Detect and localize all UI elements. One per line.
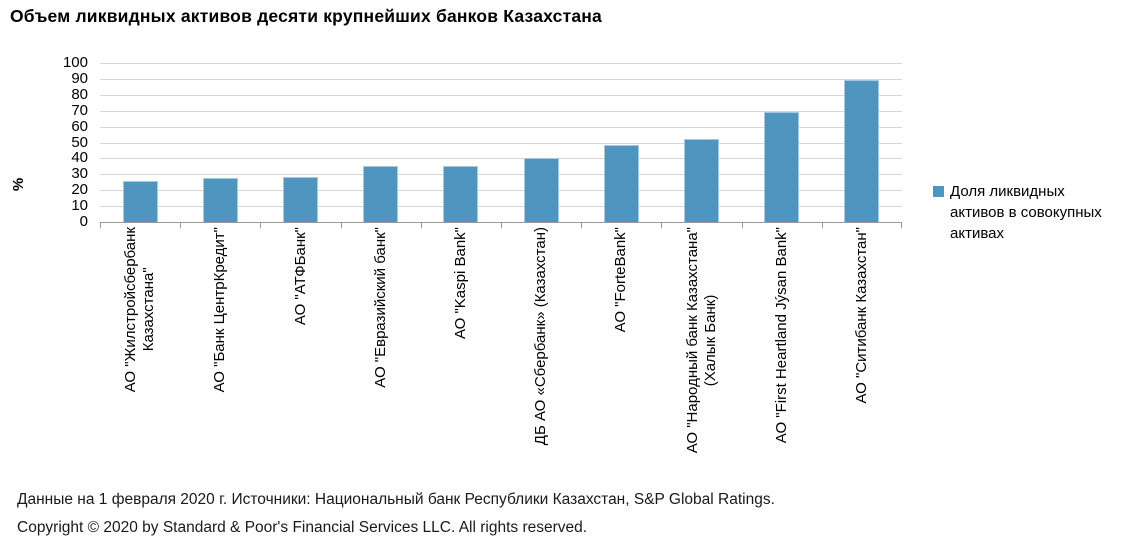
bar-6 (524, 158, 559, 222)
y-tick-label: 20 (71, 181, 88, 198)
x-category-cell-6: ДБ АО «Сбербанк» (Казахстан) (501, 227, 581, 480)
bar-10 (844, 80, 879, 222)
bar-9 (764, 112, 799, 222)
y-tick-label: 90 (71, 70, 88, 87)
x-category-cell-3: АО "АТФБанк" (260, 227, 340, 480)
x-category-label: АО "АТФБанк" (291, 227, 309, 326)
x-category-label: АО "ForteBank" (612, 227, 630, 333)
x-category-cell-1: АО "Жилстройсбербанк Казахстана" (100, 227, 180, 480)
y-axis-title: % (10, 177, 28, 192)
x-tick-mark (822, 223, 823, 228)
y-tick-label: 80 (71, 86, 88, 103)
x-category-label: АО "Евразийский банк" (371, 227, 389, 388)
bar-4 (363, 166, 398, 222)
y-tick-label: 0 (79, 213, 88, 230)
y-tick-label: 10 (71, 197, 88, 214)
bar-5 (443, 166, 478, 222)
gridline (100, 143, 902, 144)
bar-1 (123, 181, 158, 222)
bar-3 (283, 177, 318, 222)
x-tick-mark (661, 223, 662, 228)
bar-8 (684, 139, 719, 222)
x-category-label: АО "First Heartland Jýsan Bank" (772, 227, 790, 444)
bar-7 (604, 145, 639, 222)
y-tick-label: 60 (71, 118, 88, 135)
gridline (100, 206, 902, 207)
x-tick-mark (742, 223, 743, 228)
x-category-label: АО "Народный банк Казахстана" (Халык Бан… (683, 227, 719, 454)
x-category-cell-2: АО "Банк ЦентрКредит" (180, 227, 260, 480)
x-category-label: АО "Банк ЦентрКредит" (211, 227, 229, 393)
x-category-cell-10: АО "Ситибанк Казахстан" (822, 227, 902, 480)
y-tick-label: 40 (71, 149, 88, 166)
x-axis-category-labels: АО "Жилстройсбербанк Казахстана" АО "Банк… (100, 227, 902, 480)
legend-series-marker (933, 186, 944, 197)
bar-2 (203, 178, 238, 222)
gridline (100, 174, 902, 175)
gridline (100, 79, 902, 80)
legend: Доля ликвидных активов в совокупных акти… (933, 181, 1102, 244)
x-tick-mark (501, 223, 502, 228)
x-tick-mark (180, 223, 181, 228)
chart-title: Объем ликвидных активов десяти крупнейши… (10, 6, 602, 26)
x-category-cell-5: АО "Kaspi Bank" (421, 227, 501, 480)
x-category-cell-7: АО "ForteBank" (581, 227, 661, 480)
y-tick-label: 100 (62, 54, 88, 71)
y-tick-label: 70 (71, 102, 88, 119)
x-tick-mark (100, 223, 101, 228)
x-category-label: ДБ АО «Сбербанк» (Казахстан) (532, 227, 550, 446)
x-category-label: АО "Ситибанк Казахстан" (852, 227, 870, 404)
y-tick-label: 30 (71, 165, 88, 182)
x-category-cell-8: АО "Народный банк Казахстана" (Халык Бан… (661, 227, 741, 480)
plot-area (100, 63, 902, 223)
gridline (100, 190, 902, 191)
x-category-cell-9: АО "First Heartland Jýsan Bank" (742, 227, 822, 480)
legend-series-label: Доля ликвидных активов в совокупных акти… (950, 183, 1102, 242)
x-category-label: АО "Жилстройсбербанк Казахстана" (122, 227, 158, 393)
y-tick-label: 50 (71, 134, 88, 151)
x-category-cell-4: АО "Евразийский банк" (341, 227, 421, 480)
x-category-label: АО "Kaspi Bank" (451, 227, 469, 340)
gridline (100, 111, 902, 112)
copyright-note: Copyright © 2020 by Standard & Poor's Fi… (17, 519, 588, 536)
gridline (100, 95, 902, 96)
source-note: Данные на 1 февраля 2020 г. Источники: Н… (17, 491, 775, 508)
gridline (100, 63, 902, 64)
x-tick-mark (260, 223, 261, 228)
gridline (100, 158, 902, 159)
x-tick-mark (581, 223, 582, 228)
gridline (100, 127, 902, 128)
x-tick-mark (421, 223, 422, 228)
x-tick-mark (901, 223, 902, 228)
x-tick-mark (341, 223, 342, 228)
